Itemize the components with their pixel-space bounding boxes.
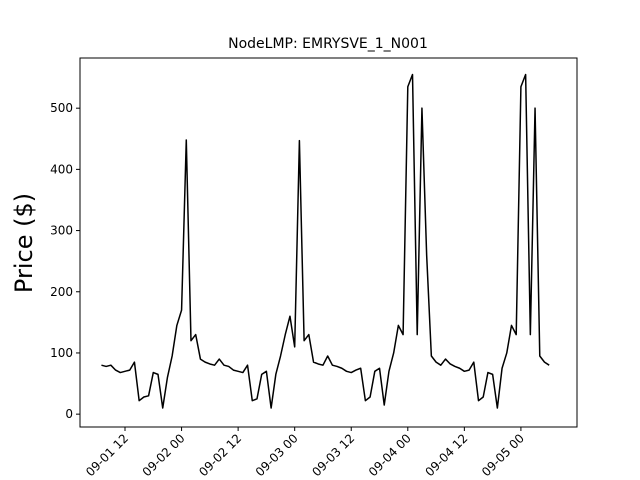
x-tick-label: 09-05 00	[479, 431, 527, 479]
line-series	[101, 73, 550, 409]
x-tick-label: 09-01 12	[83, 431, 131, 479]
y-axis-label: Price ($)	[10, 193, 38, 293]
x-tick-label: 09-02 12	[196, 431, 244, 479]
y-tick-label: 500	[50, 101, 73, 115]
x-tick-label: 09-03 00	[253, 431, 301, 479]
y-tick-label: 400	[50, 162, 73, 176]
chart-title: NodeLMP: EMRYSVE_1_N001	[228, 36, 428, 52]
plot-frame	[79, 57, 578, 428]
y-tick-label: 100	[50, 346, 73, 360]
x-tick-label: 09-03 12	[309, 431, 357, 479]
x-tick-label: 09-04 12	[422, 431, 470, 479]
y-tick-label: 200	[50, 285, 73, 299]
y-tick-label: 0	[65, 407, 73, 421]
y-tick-label: 300	[50, 224, 73, 238]
x-tick-label: 09-04 00	[366, 431, 414, 479]
x-tick-label: 09-02 00	[140, 431, 188, 479]
